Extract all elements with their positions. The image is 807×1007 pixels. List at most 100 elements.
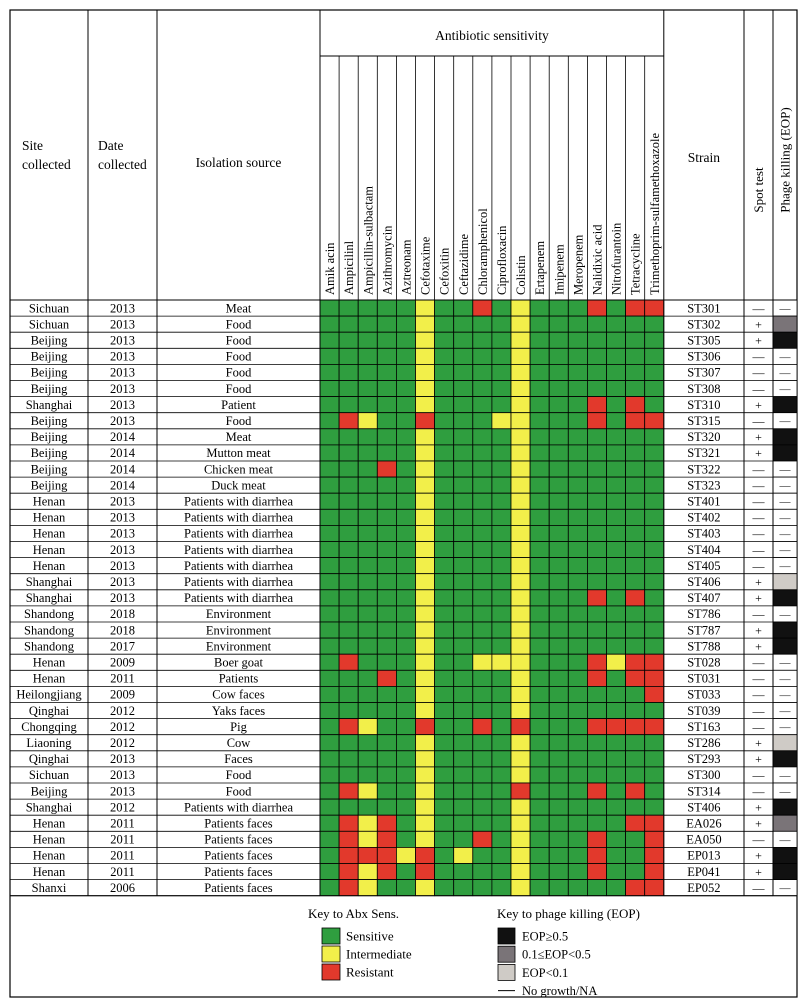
abx-cell <box>587 299 607 317</box>
abx-cell <box>510 605 531 623</box>
spot-cell: + <box>755 817 762 831</box>
abx-cell <box>376 299 397 317</box>
abx-cell <box>587 653 607 671</box>
abx-cell <box>606 589 627 607</box>
abx-cell <box>510 718 531 736</box>
abx-cell <box>644 750 665 768</box>
abx-cell <box>567 637 588 655</box>
abx-cell <box>338 863 359 881</box>
site-cell: Henan <box>33 511 66 525</box>
abx-cell <box>376 396 397 414</box>
abx-cell <box>434 444 455 462</box>
abx-cell <box>434 363 455 381</box>
abx-cell <box>529 573 550 591</box>
abx-cell <box>415 605 436 623</box>
abx-cell <box>415 798 436 816</box>
spot-cell: — <box>752 607 766 621</box>
abx-cell <box>625 653 646 671</box>
abx-cell <box>472 702 493 720</box>
abx-cell <box>625 525 646 542</box>
abx-cell <box>587 541 607 559</box>
abx-cell <box>606 879 627 897</box>
abx-cell <box>567 460 588 478</box>
abx-cell <box>376 830 397 848</box>
antibiotic-header: Ceftazidime <box>457 233 471 295</box>
strain-cell: ST405 <box>687 559 720 573</box>
abx-cell <box>376 718 397 736</box>
abx-cell <box>606 621 627 639</box>
date-cell: 2012 <box>110 736 135 750</box>
abx-cell <box>395 734 416 752</box>
site-cell: Henan <box>33 527 66 541</box>
eop-na-mark: — <box>779 464 792 476</box>
abx-cell <box>491 830 512 848</box>
abx-cell <box>548 686 569 703</box>
abx-cell <box>319 331 340 349</box>
abx-cell <box>357 879 378 897</box>
date-cell: 2014 <box>110 478 136 492</box>
abx-cell <box>529 653 550 671</box>
strain-cell: ST031 <box>687 672 720 686</box>
abx-cell <box>644 525 665 542</box>
spot-cell: + <box>755 591 762 605</box>
date-cell: 2018 <box>110 607 135 621</box>
abx-cell <box>510 331 531 349</box>
abx-cell <box>319 669 340 687</box>
abx-cell <box>567 396 588 414</box>
source-cell: Faces <box>224 752 253 766</box>
abx-cell <box>415 782 436 800</box>
abx-cell <box>625 315 646 333</box>
abx-cell <box>415 428 436 446</box>
abx-cell <box>319 814 340 832</box>
abx-cell <box>587 798 607 816</box>
site-cell: Beijing <box>31 462 69 476</box>
source-cell: Chicken meat <box>204 462 274 476</box>
antibiotic-header: Ampicilinl <box>342 240 356 295</box>
abx-cell <box>338 315 359 333</box>
abx-cell <box>510 669 531 687</box>
abx-cell <box>644 621 665 639</box>
abx-cell <box>606 299 627 317</box>
abx-cell <box>415 653 436 671</box>
abx-cell <box>491 476 512 494</box>
source-cell: Patients with diarrhea <box>184 591 293 605</box>
abx-cell <box>587 492 607 510</box>
abx-cell <box>319 412 340 430</box>
abx-cell <box>395 476 416 494</box>
antibiotic-header: Colistin <box>514 255 528 295</box>
strain-cell: ST322 <box>687 462 720 476</box>
source-cell: Patients faces <box>204 833 273 847</box>
spot-cell: — <box>752 414 766 428</box>
abx-cell <box>625 396 646 414</box>
source-cell: Cow faces <box>212 688 265 702</box>
abx-cell <box>319 718 340 736</box>
eop-na-mark: — <box>779 561 792 573</box>
abx-cell <box>548 734 569 752</box>
abx-cell <box>606 669 627 687</box>
abx-cell <box>319 782 340 800</box>
source-cell: Food <box>226 382 252 396</box>
legend-abx-label: Resistant <box>346 965 394 980</box>
abx-cell <box>319 380 340 398</box>
abx-cell <box>644 428 665 446</box>
abx-cell <box>644 702 665 720</box>
strain-cell: EP041 <box>687 865 720 879</box>
abx-cell <box>357 605 378 623</box>
abx-cell <box>453 718 474 736</box>
abx-cell <box>606 476 627 494</box>
strain-cell: ST300 <box>687 768 720 782</box>
abx-cell <box>644 299 665 317</box>
abx-cell <box>606 605 627 623</box>
abx-cell <box>548 444 569 462</box>
abx-cell <box>453 782 474 800</box>
strain-cell: ST305 <box>687 334 720 348</box>
abx-cell <box>644 734 665 752</box>
source-cell: Patients with diarrhea <box>184 527 293 541</box>
abx-cell <box>319 525 340 542</box>
abx-cell <box>587 879 607 897</box>
date-cell: 2011 <box>110 865 135 879</box>
abx-cell <box>415 830 436 848</box>
abx-cell <box>453 460 474 478</box>
antibiotic-header: Azithromycin <box>380 225 394 295</box>
legend-swatch <box>497 945 516 963</box>
